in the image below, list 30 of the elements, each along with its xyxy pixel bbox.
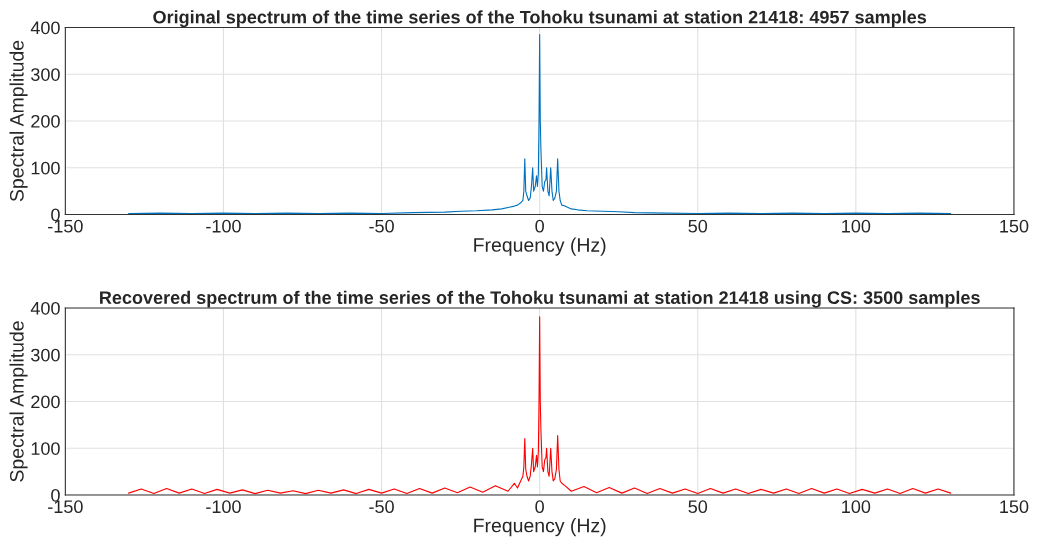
chart-title: Original spectrum of the time series of the Tohoku tsunami at station 21418: 4957 samples [153, 10, 927, 28]
x-tick-label: 50 [688, 219, 708, 233]
line-series [128, 33, 952, 215]
x-tick-label: 150 [1000, 500, 1029, 514]
x-tick-label: -50 [369, 500, 394, 514]
y-axis-title: Spectral Amplitude [9, 40, 28, 202]
x-axis-title: Frequency (Hz) [474, 518, 606, 537]
y-tick-label: 300 [31, 348, 60, 362]
x-tick-label: 0 [535, 219, 544, 233]
x-tick-label: 150 [1000, 219, 1029, 233]
line-series [128, 316, 952, 495]
x-tick-label: -100 [206, 219, 241, 233]
x-tick-label: -100 [206, 500, 241, 514]
x-tick-label: -150 [48, 500, 83, 514]
y-tick-label: 300 [31, 68, 60, 81]
y-tick-label: 200 [31, 114, 60, 128]
y-tick-label: 0 [51, 488, 60, 502]
chart-title: Recovered spectrum of the time series of the Tohoku tsunami at station 21418 using CS: 3500 samples [100, 290, 980, 308]
y-tick-label: 200 [31, 395, 60, 409]
x-tick-label: -50 [369, 219, 394, 233]
x-axis-title: Frequency (Hz) [474, 237, 606, 256]
y-axis-title: Spectral Amplitude [9, 321, 28, 482]
y-tick-label: 400 [30, 21, 60, 35]
x-tick-label: 0 [535, 500, 544, 514]
y-tick-label: 100 [31, 161, 60, 175]
x-tick-label: 100 [842, 500, 871, 514]
y-tick-label: 400 [30, 301, 60, 315]
y-tick-label: 100 [31, 442, 60, 455]
x-tick-label: 100 [842, 219, 871, 233]
x-tick-label: 50 [688, 500, 708, 514]
